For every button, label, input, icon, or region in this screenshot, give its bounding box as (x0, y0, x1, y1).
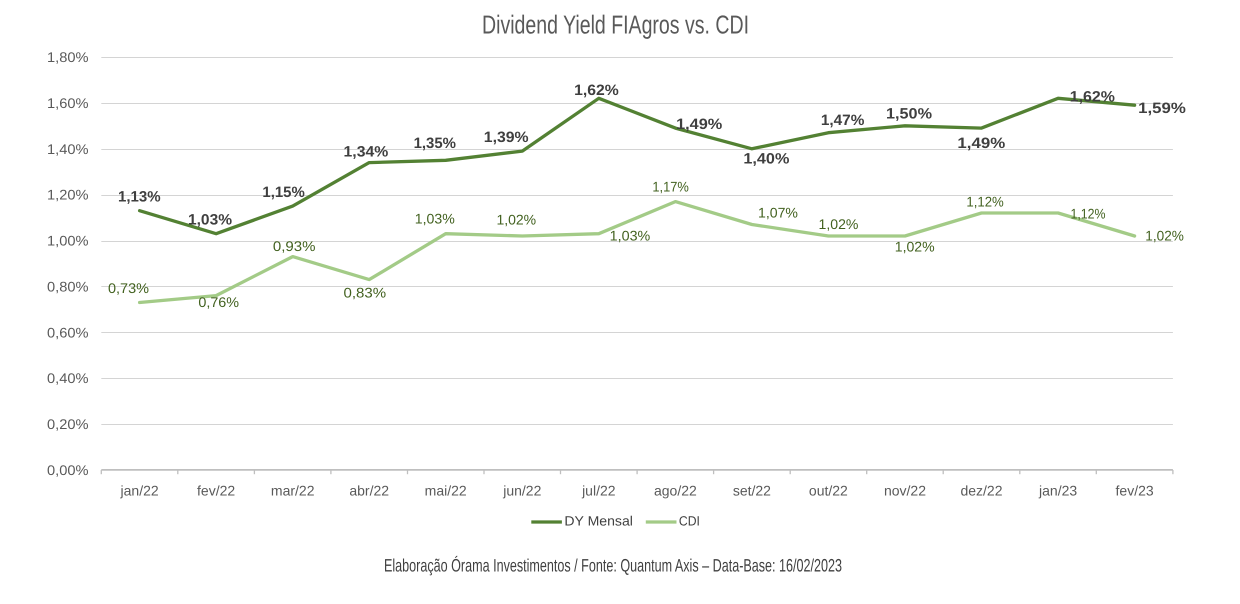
svg-text:1,49%: 1,49% (676, 116, 722, 133)
svg-text:ago/22: ago/22 (654, 483, 697, 499)
svg-text:Dividend Yield FIAgros vs. CDI: Dividend Yield FIAgros vs. CDI (482, 10, 749, 40)
svg-text:0,40%: 0,40% (47, 370, 89, 386)
svg-text:out/22: out/22 (809, 483, 848, 499)
svg-text:1,02%: 1,02% (496, 212, 536, 228)
svg-text:1,47%: 1,47% (821, 112, 865, 129)
svg-text:0,73%: 0,73% (108, 280, 149, 296)
svg-text:1,00%: 1,00% (47, 233, 89, 249)
svg-text:1,02%: 1,02% (1145, 227, 1184, 243)
svg-text:1,12%: 1,12% (966, 193, 1003, 209)
svg-text:1,17%: 1,17% (652, 179, 689, 195)
svg-text:dez/22: dez/22 (960, 483, 1002, 499)
svg-text:1,13%: 1,13% (118, 188, 161, 205)
svg-text:1,40%: 1,40% (47, 141, 89, 157)
svg-text:DY Mensal: DY Mensal (564, 514, 633, 529)
svg-text:Elaboração Órama Investimentos: Elaboração Órama Investimentos / Fonte: … (384, 556, 842, 576)
svg-text:1,34%: 1,34% (344, 144, 389, 161)
svg-text:1,80%: 1,80% (47, 49, 89, 65)
svg-text:1,02%: 1,02% (895, 239, 935, 255)
svg-text:1,12%: 1,12% (1070, 206, 1105, 222)
svg-text:1,62%: 1,62% (574, 82, 619, 99)
svg-text:1,03%: 1,03% (415, 211, 455, 227)
svg-text:1,15%: 1,15% (262, 184, 304, 201)
svg-text:1,07%: 1,07% (758, 205, 798, 221)
svg-text:jul/22: jul/22 (581, 483, 616, 499)
svg-text:1,60%: 1,60% (47, 95, 89, 111)
svg-text:1,50%: 1,50% (886, 106, 932, 123)
svg-text:mai/22: mai/22 (425, 483, 467, 499)
svg-text:1,49%: 1,49% (957, 135, 1005, 152)
svg-text:0,80%: 0,80% (47, 278, 89, 294)
svg-text:0,20%: 0,20% (47, 416, 89, 432)
svg-text:1,02%: 1,02% (819, 216, 859, 232)
svg-text:fev/23: fev/23 (1116, 483, 1154, 499)
svg-text:1,40%: 1,40% (743, 151, 789, 168)
svg-text:jan/22: jan/22 (120, 483, 159, 499)
svg-text:1,20%: 1,20% (47, 187, 89, 203)
svg-text:0,83%: 0,83% (344, 285, 387, 301)
svg-text:0,93%: 0,93% (273, 238, 316, 254)
svg-text:1,03%: 1,03% (188, 212, 232, 229)
svg-text:1,59%: 1,59% (1138, 100, 1186, 117)
svg-text:mar/22: mar/22 (271, 483, 315, 499)
svg-text:1,39%: 1,39% (484, 129, 529, 146)
svg-text:1,62%: 1,62% (1070, 89, 1115, 106)
svg-text:nov/22: nov/22 (884, 483, 926, 499)
svg-text:abr/22: abr/22 (349, 483, 389, 499)
svg-text:jan/23: jan/23 (1038, 483, 1077, 499)
svg-text:0,00%: 0,00% (47, 462, 89, 478)
svg-text:fev/22: fev/22 (197, 483, 235, 499)
svg-text:0,60%: 0,60% (47, 324, 89, 340)
svg-text:set/22: set/22 (733, 483, 771, 499)
svg-text:0,76%: 0,76% (198, 294, 239, 310)
svg-text:CDI: CDI (679, 514, 700, 529)
svg-text:1,35%: 1,35% (414, 135, 456, 152)
svg-text:1,03%: 1,03% (610, 227, 651, 243)
svg-text:jun/22: jun/22 (502, 483, 541, 499)
